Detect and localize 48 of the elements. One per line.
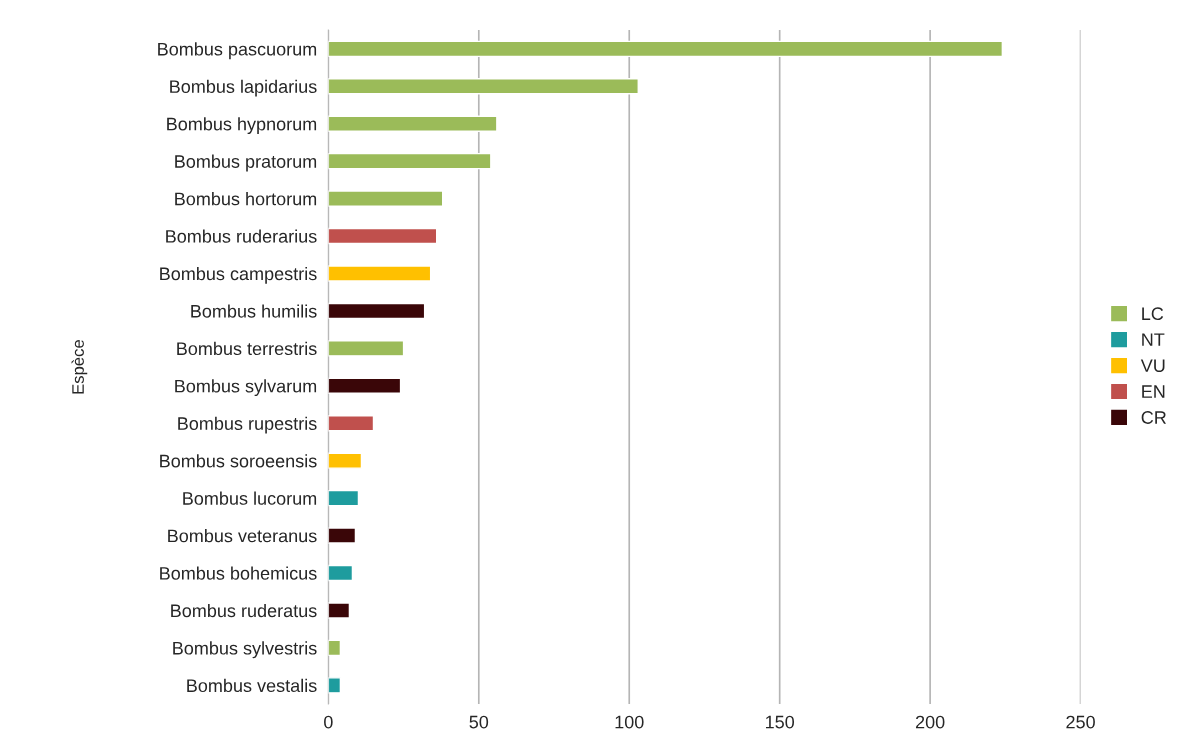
- x-tick-label: 50: [469, 715, 489, 729]
- bar: [328, 227, 438, 245]
- y-tick-label: Bombus ruderarius: [166, 229, 317, 243]
- bar: [328, 564, 354, 582]
- bar: [328, 377, 402, 394]
- bar: [328, 40, 1004, 58]
- bar: [328, 452, 363, 469]
- bar: [328, 152, 492, 170]
- y-tick-label: Bombus ruderatus: [171, 603, 317, 618]
- bar: [328, 527, 357, 544]
- x-tick-label: 250: [1066, 715, 1095, 729]
- bar: [328, 489, 360, 507]
- bar: [328, 78, 639, 95]
- y-tick-label: Bombus hortorum: [175, 192, 317, 206]
- y-tick-label: Bombus sylvarum: [175, 379, 317, 397]
- y-tick-label: Bombus bohemicus: [160, 566, 317, 580]
- y-tick-label: Bombus soroeensis: [160, 454, 317, 468]
- y-tick-label: Bombus veteranus: [168, 529, 317, 543]
- bar: [328, 602, 351, 619]
- y-tick-label: Bombus terrestris: [177, 341, 317, 356]
- legend-label: EN: [1142, 385, 1165, 398]
- x-tick-label: 150: [766, 715, 795, 729]
- y-tick-label: Bombus rupestris: [178, 416, 317, 434]
- bar: [328, 302, 426, 320]
- x-tick-label: 0: [324, 715, 333, 729]
- bar: [328, 340, 405, 357]
- y-tick-label: Bombus pratorum: [175, 154, 317, 172]
- bar: [328, 677, 342, 694]
- y-tick-label: Bombus lucorum: [183, 491, 317, 505]
- bar: [328, 190, 444, 207]
- y-tick-label: Bombus vestalis: [187, 678, 317, 693]
- bar: [328, 265, 432, 282]
- legend-label: CR: [1141, 411, 1166, 424]
- bar: [328, 639, 342, 657]
- legend-label: NT: [1142, 333, 1165, 346]
- y-tick-label: Bombus campestris: [160, 266, 317, 284]
- legend-label: VU: [1140, 359, 1165, 372]
- legend-label: LC: [1142, 307, 1164, 321]
- x-tick-label: 100: [615, 715, 644, 729]
- y-tick-label: Bombus hypnorum: [167, 117, 317, 135]
- y-tick-label: Bombus humilis: [191, 304, 317, 318]
- bar: [328, 415, 375, 432]
- x-tick-label: 200: [915, 715, 945, 729]
- y-tick-label: Bombus pascuorum: [158, 42, 317, 60]
- y-tick-label: Bombus sylvestris: [173, 641, 317, 659]
- y-tick-label: Bombus lapidarius: [170, 79, 317, 97]
- y-axis-title: Espèce: [71, 340, 88, 394]
- bar: [328, 115, 498, 132]
